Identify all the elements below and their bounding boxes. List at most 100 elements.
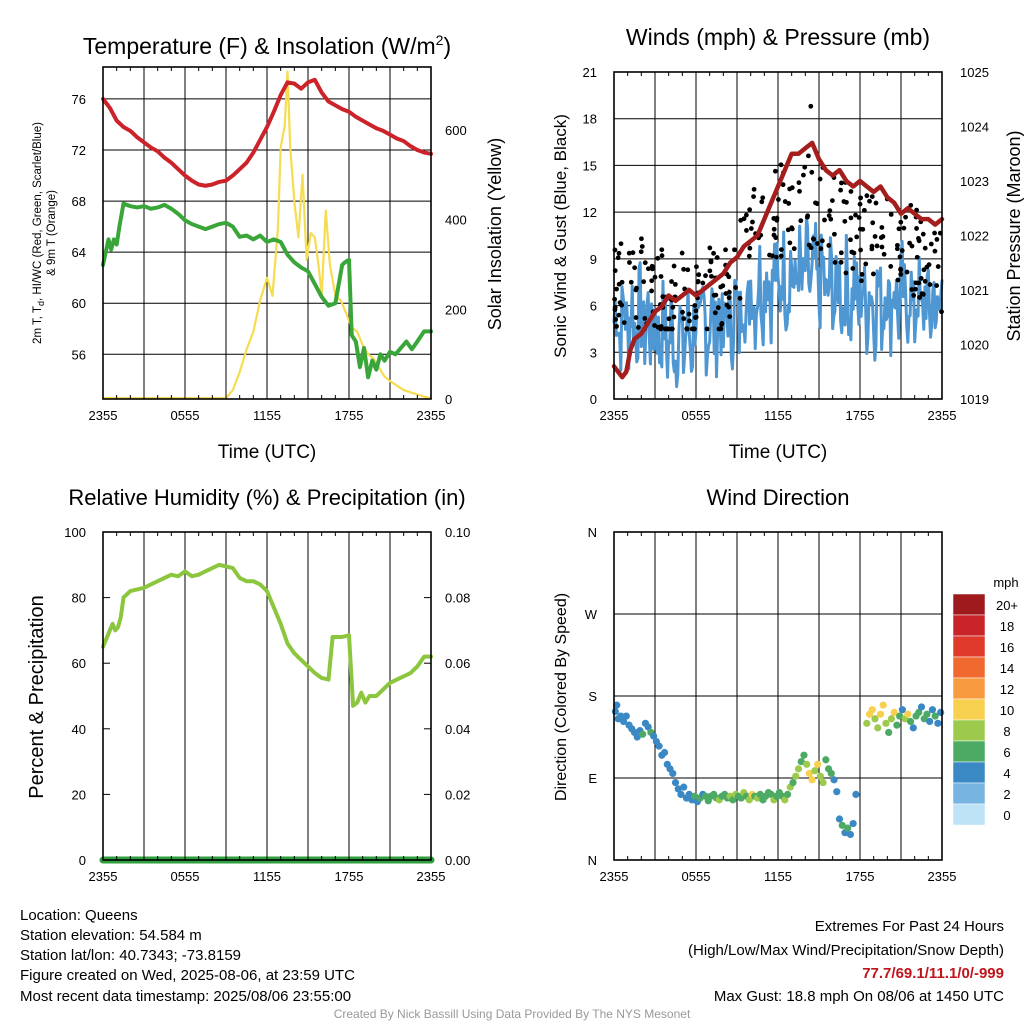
gust-point xyxy=(870,271,876,277)
direction-point xyxy=(639,730,647,738)
direction-point xyxy=(896,712,904,720)
direction-point xyxy=(677,790,685,799)
pressure-y-tick-label: 1024 xyxy=(960,120,989,135)
gust-point xyxy=(681,266,687,272)
wind-y-tick-label: 15 xyxy=(583,158,597,173)
elevation-text: Station elevation: 54.584 m xyxy=(20,927,202,944)
gust-point xyxy=(672,281,678,287)
gust-point xyxy=(859,278,864,284)
gust-point xyxy=(822,217,827,223)
gust-point xyxy=(789,225,795,231)
gust-point xyxy=(681,316,687,322)
gust-point xyxy=(862,207,867,213)
humidity-line xyxy=(101,562,433,708)
gust-point xyxy=(826,243,832,248)
gust-point xyxy=(848,215,854,221)
plot-border xyxy=(102,531,432,861)
gust-point xyxy=(848,189,854,194)
gust-point xyxy=(660,294,666,300)
direction-point xyxy=(915,708,923,717)
gust-point xyxy=(747,207,753,213)
direction-point xyxy=(890,708,898,717)
gust-point xyxy=(652,323,657,328)
gust-point xyxy=(689,326,695,332)
gust-point xyxy=(809,169,815,175)
colorbar-swatch xyxy=(952,635,986,658)
gust-point xyxy=(904,269,910,275)
latlon-text: Station lat/lon: 40.7343; -73.8159 xyxy=(20,947,242,964)
gust-point xyxy=(719,322,725,327)
gust-point xyxy=(914,226,919,231)
direction-point xyxy=(926,717,934,726)
gust-point xyxy=(858,247,863,253)
colorbar-swatch xyxy=(952,740,986,763)
gust-point xyxy=(819,238,825,244)
gust-point xyxy=(894,246,900,252)
gust-point xyxy=(617,300,623,306)
gust-point xyxy=(935,264,941,269)
direction-point xyxy=(737,794,745,802)
gust-point xyxy=(778,247,784,252)
direction-point xyxy=(874,724,882,732)
gust-point xyxy=(932,248,938,254)
wind-x-tick-label: 0555 xyxy=(682,408,711,423)
gust-point xyxy=(687,318,692,324)
gust-point xyxy=(669,279,674,284)
wind-y-tick-label: 3 xyxy=(590,345,597,360)
gust-point xyxy=(772,168,778,174)
gust-point xyxy=(898,266,903,272)
rh-x-tick-label: 0555 xyxy=(171,869,200,884)
gust-point xyxy=(894,242,900,248)
gust-point xyxy=(759,199,765,205)
gust-point xyxy=(814,201,820,207)
direction-point xyxy=(655,742,663,750)
direction-point xyxy=(650,732,658,740)
direction-point xyxy=(671,778,680,787)
direction-point xyxy=(619,717,628,726)
gust-point xyxy=(655,255,661,261)
direction-point xyxy=(934,719,942,727)
temp-x-tick-label: 2355 xyxy=(89,408,118,423)
gust-point xyxy=(934,237,940,242)
rh-y-tick-label: 0 xyxy=(79,853,86,868)
rh-title: Relative Humidity (%) & Precipitation (i… xyxy=(68,485,465,510)
gust-point xyxy=(716,326,722,332)
rh-y-tick-label: 80 xyxy=(72,591,86,606)
direction-point xyxy=(887,715,896,723)
direction-point xyxy=(863,719,871,727)
wind-xlabel: Time (UTC) xyxy=(729,442,828,463)
gust-point xyxy=(671,314,677,320)
gust-point xyxy=(635,325,641,330)
direction-point xyxy=(827,769,835,778)
gust-point xyxy=(692,303,698,308)
gust-point xyxy=(628,279,634,285)
direction-point xyxy=(923,710,931,718)
rh-y-tick-label: 100 xyxy=(64,525,86,540)
gust-point xyxy=(888,212,894,217)
direction-point xyxy=(917,703,926,711)
gust-point xyxy=(748,226,754,231)
gust-point xyxy=(860,226,866,232)
gust-point xyxy=(771,226,777,232)
humidity-panel: Relative Humidity (%) & Precipitation (i… xyxy=(26,485,470,884)
gust-point xyxy=(838,187,844,193)
gust-point xyxy=(786,201,792,206)
gust-point xyxy=(659,253,665,259)
direction-point xyxy=(633,733,641,741)
rh-x-tick-label: 2355 xyxy=(417,869,446,884)
pressure-ylabel: Station Pressure (Maroon) xyxy=(1004,130,1024,341)
gust-point xyxy=(720,283,726,289)
direction-point xyxy=(617,712,625,720)
insolation-y-tick-label: 0 xyxy=(445,392,452,407)
wind-x-tick-label: 1155 xyxy=(764,408,792,423)
direction-panel: Wind Direction N E S W N Direction (Colored By… xyxy=(553,485,1019,884)
gust-point xyxy=(808,245,814,251)
meteogram-charts: Temperature (F) & Insolation (W/m2)56606… xyxy=(26,24,1024,884)
gust-point xyxy=(750,219,755,225)
gust-point xyxy=(679,250,685,256)
wind-y-tick-label: 0 xyxy=(590,392,597,407)
gust-point xyxy=(707,268,713,274)
gust-point xyxy=(895,277,901,283)
rh-x-tick-label: 2355 xyxy=(89,869,118,884)
